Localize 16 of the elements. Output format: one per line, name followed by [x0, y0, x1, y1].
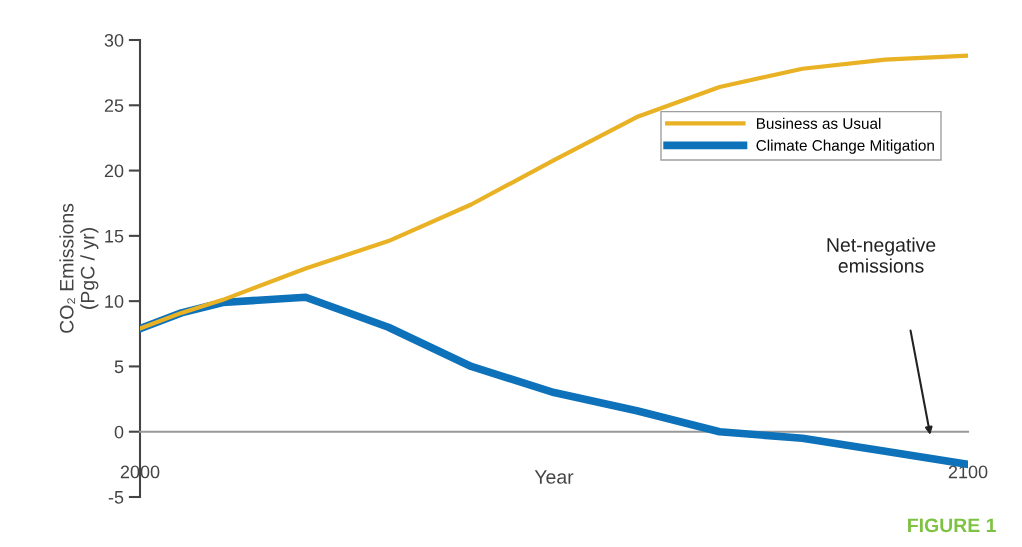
x-axis-title: Year	[534, 470, 574, 484]
legend-label: Business as Usual	[756, 117, 881, 129]
y-tick-label: 25	[104, 99, 124, 113]
y-tick-label: 10	[105, 295, 124, 308]
y-tick-label: 30	[104, 33, 124, 47]
legend-label: Climate Change Mitigation	[756, 139, 934, 154]
y-tick-label: 20	[104, 164, 124, 178]
y-tick-label: 0	[114, 425, 124, 439]
y-tick-label: 5	[114, 360, 124, 374]
x-tick-label: 2100	[948, 465, 988, 479]
line-series	[140, 53, 968, 331]
y-tick-label: 15	[105, 229, 124, 243]
annotation: Net-negative emissions	[827, 237, 936, 273]
caption: FIGURE 1	[908, 518, 996, 533]
y-tick-label: -5	[108, 491, 124, 504]
y-axis-title: CO₂ Emissions (PgC / yr)	[59, 203, 99, 333]
